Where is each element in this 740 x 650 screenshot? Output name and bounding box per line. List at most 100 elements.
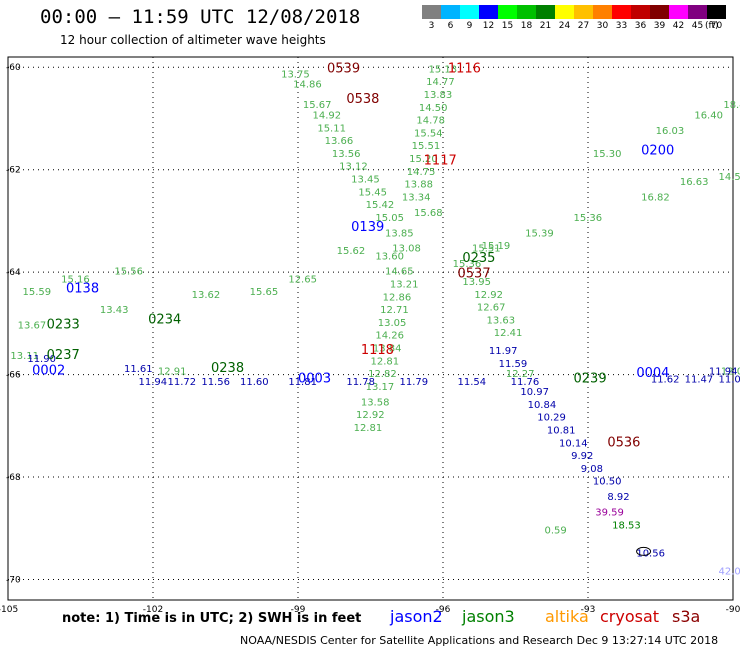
pass-time-label: 0539 xyxy=(327,61,360,76)
wave-height-value: 11.47 xyxy=(685,374,714,385)
wave-height-value: 14.86 xyxy=(293,80,322,91)
colorbar-swatch xyxy=(612,5,631,19)
wave-height-value: 15.56 xyxy=(114,267,143,278)
pass-time-label: 0139 xyxy=(351,220,384,235)
colorbar-label: 42 xyxy=(672,21,685,31)
colorbar-swatch xyxy=(650,5,669,19)
y-tick-label: -64 xyxy=(6,268,21,278)
colorbar-swatch xyxy=(536,5,555,19)
wave-height-value: 0.59 xyxy=(545,525,567,536)
colorbar-label: 3 xyxy=(428,21,435,31)
x-tick-label: -96 xyxy=(436,605,451,615)
pass-time-label: 0138 xyxy=(66,282,99,297)
wave-height-value: 15.65 xyxy=(250,287,279,298)
wave-height-value: 10.50 xyxy=(593,477,622,488)
wave-height-value: 13.63 xyxy=(487,315,516,326)
wave-height-value: 15.54 xyxy=(414,128,443,139)
wave-height-value: 14.50 xyxy=(419,103,448,114)
colorbar-label: 21 xyxy=(539,21,552,31)
wave-height-value: 11.94 xyxy=(709,367,738,378)
wave-height-value: 15.20 xyxy=(409,154,438,165)
wave-height-value: 14.26 xyxy=(375,331,404,342)
wave-height-value: 11.79 xyxy=(400,377,429,388)
pass-time-label: 0004 xyxy=(636,366,669,381)
wave-height-value: 13.08 xyxy=(392,244,421,255)
wave-height-value: 39.59 xyxy=(595,507,624,518)
pass-time-label: 0234 xyxy=(148,312,181,327)
wave-height-value: 13.17 xyxy=(366,382,395,393)
wave-height-value: 13.11 xyxy=(10,351,39,362)
x-tick-label: -105 xyxy=(0,605,18,615)
wave-height-value: 11.97 xyxy=(489,346,518,357)
wave-height-value: 15.30 xyxy=(593,149,622,160)
wave-height-value: 11.62 xyxy=(651,374,680,385)
wave-height-value: 12.91 xyxy=(158,367,187,378)
colorbar-label: 18 xyxy=(520,21,533,31)
endpoint-marker xyxy=(636,546,652,556)
wave-height-value: 15.51 xyxy=(412,141,441,152)
colorbar-label: 27 xyxy=(577,21,590,31)
x-tick-label: -90 xyxy=(726,605,740,615)
wave-height-value: 10.97 xyxy=(520,387,549,398)
colorbar-label: 70 xyxy=(710,21,723,31)
wave-height-value: 14.92 xyxy=(313,110,342,121)
colorbar-swatch xyxy=(707,5,726,19)
colorbar-unit: (ft) xyxy=(705,21,719,31)
wave-height-value: 12.27 xyxy=(506,369,535,380)
wave-height-value: 15.42 xyxy=(366,200,395,211)
wave-height-value: 15.36 xyxy=(574,213,603,224)
pass-time-label: 0239 xyxy=(574,371,607,386)
wave-height-value: 11.59 xyxy=(499,359,528,370)
x-tick-label: -99 xyxy=(291,605,306,615)
wave-height-value: 12.92 xyxy=(356,410,385,421)
pass-time-label: 0233 xyxy=(47,318,80,333)
y-tick-label: -68 xyxy=(6,473,21,483)
wave-height-value: 15.11 xyxy=(317,123,346,134)
colorbar-swatch xyxy=(479,5,498,19)
wave-height-value: 11.94 xyxy=(139,377,168,388)
wave-height-value: 11.05 xyxy=(719,374,740,385)
satellite-legend-item: jason3 xyxy=(462,607,515,626)
wave-height-value: 16.63 xyxy=(680,177,709,188)
wave-height-value: 15.19 xyxy=(482,241,511,252)
wave-height-value: 15.68 xyxy=(414,208,443,219)
wave-height-value: 12.67 xyxy=(477,303,506,314)
colorbar-swatch xyxy=(631,5,650,19)
wave-height-value: 13.34 xyxy=(402,192,431,203)
wave-height-value: 11.90 xyxy=(27,354,56,365)
wave-height-value: 11.61 xyxy=(124,364,153,375)
colorbar-label: 15 xyxy=(501,21,514,31)
pass-time-label: 0200 xyxy=(641,143,674,158)
wave-height-value: 9.92 xyxy=(571,451,593,462)
wave-height-value: 15.67 xyxy=(303,100,332,111)
colorbar-swatch xyxy=(574,5,593,19)
wave-height-value: 18.53 xyxy=(612,520,641,531)
colorbar-swatch xyxy=(688,5,707,19)
wave-height-value: 15.62 xyxy=(337,246,366,257)
colorbar-swatch xyxy=(498,5,517,19)
colorbar-label: 45 xyxy=(691,21,704,31)
wave-height-value: 13.05 xyxy=(378,318,407,329)
wave-height-value: 15.13 xyxy=(429,64,458,75)
wave-height-value: 10.81 xyxy=(547,426,576,437)
wave-height-value: 14.50 xyxy=(719,172,740,183)
wave-height-value: 15.05 xyxy=(375,213,404,224)
wave-height-value: 13.84 xyxy=(373,344,402,355)
wave-height-value: 13.62 xyxy=(192,290,221,301)
wave-height-value: 14.75 xyxy=(407,167,436,178)
wave-height-value: 13.56 xyxy=(332,149,361,160)
wave-height-value: 12.65 xyxy=(288,274,317,285)
wave-height-value: 13.67 xyxy=(18,321,47,332)
pass-time-label: 1116 xyxy=(448,61,481,76)
wave-height-value: 13.21 xyxy=(390,280,419,291)
wave-height-value: 12.81 xyxy=(371,356,400,367)
wave-height-value: 12.00 xyxy=(721,367,740,378)
satellite-legend-item: s3a xyxy=(672,607,701,626)
pass-time-label: 0237 xyxy=(47,348,80,363)
colorbar-label: 33 xyxy=(615,21,628,31)
y-tick-label: -62 xyxy=(6,166,21,176)
wave-height-value: 16.40 xyxy=(694,110,723,121)
y-tick-label: -66 xyxy=(6,371,21,381)
wave-height-value: 8.92 xyxy=(607,492,629,503)
wave-height-value: 10.14 xyxy=(559,438,588,449)
